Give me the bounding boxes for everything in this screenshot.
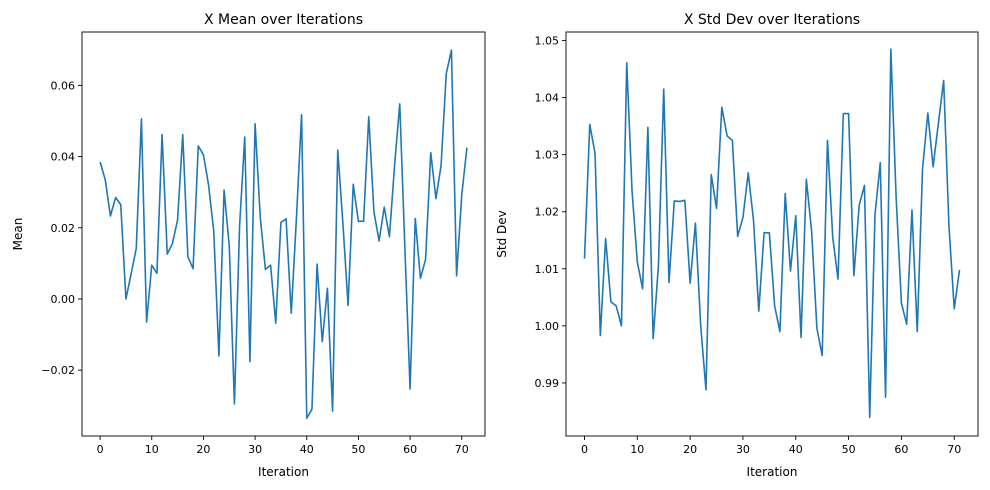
y-tick-label: 0.02 — [51, 222, 76, 235]
x-tick-label: 50 — [842, 443, 856, 456]
x-axis-label: Iteration — [258, 465, 309, 479]
y-axis-label: Std Dev — [495, 210, 509, 257]
x-tick-label: 20 — [196, 443, 210, 456]
x-tick-label: 10 — [145, 443, 159, 456]
subplot-1: X Mean over Iterations 0 10 20 30 40 50 60 70 −0.… — [11, 12, 486, 479]
x-tick-label: 60 — [403, 443, 417, 456]
y-axis-label: Mean — [11, 218, 25, 251]
plot-frame — [81, 31, 486, 437]
x-tick-label: 70 — [947, 443, 961, 456]
series-line-1 — [583, 48, 961, 418]
plot-frame — [565, 31, 979, 437]
y-tick-label: 1.04 — [535, 92, 560, 105]
x-tick-label: 30 — [736, 443, 750, 456]
x-tick-label: 40 — [789, 443, 803, 456]
x-tick-label: 0 — [581, 443, 588, 456]
y-tick-label: 1.02 — [535, 206, 560, 219]
x-tick-label: 50 — [351, 443, 365, 456]
y-tick-label: −0.02 — [41, 364, 75, 377]
y-tick-label: 1.03 — [535, 149, 560, 162]
x-tick-label: 40 — [300, 443, 314, 456]
series-line-1 — [99, 49, 468, 420]
y-tick-label: 1.05 — [535, 35, 560, 48]
y-tick-label: 0.04 — [51, 151, 76, 164]
chart-title: X Mean over Iterations — [204, 12, 363, 28]
x-tick-label: 60 — [894, 443, 908, 456]
x-tick-label: 0 — [97, 443, 104, 456]
y-tick-label: 0.00 — [51, 293, 76, 306]
x-tick-label: 30 — [248, 443, 262, 456]
x-axis-label: Iteration — [747, 465, 798, 479]
x-tick-label: 10 — [630, 443, 644, 456]
x-tick-label: 70 — [455, 443, 469, 456]
chart-title: X Std Dev over Iterations — [684, 12, 860, 28]
y-tick-label: 1.00 — [535, 320, 560, 333]
y-tick-label: 1.01 — [535, 263, 560, 276]
y-tick-label: 0.06 — [51, 79, 76, 92]
y-tick-label: 0.99 — [535, 377, 560, 390]
x-tick-label: 20 — [683, 443, 697, 456]
subplot-2: X Std Dev over Iterations 0 10 20 30 40 50 60 70… — [495, 12, 979, 479]
